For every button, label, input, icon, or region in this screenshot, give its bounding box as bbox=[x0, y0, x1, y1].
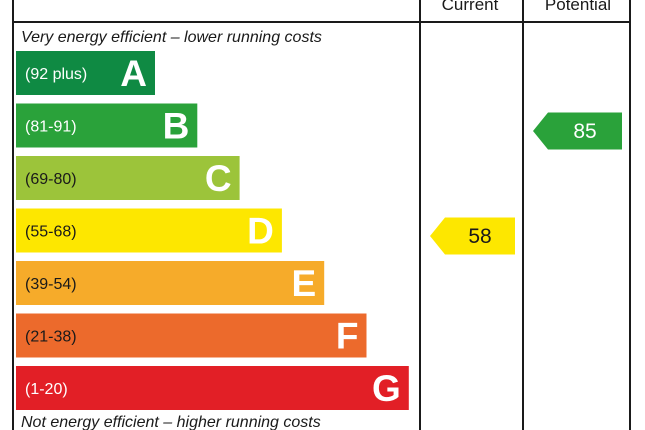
bottom-efficiency-caption: Not energy efficient – higher running co… bbox=[21, 414, 321, 430]
current-rating-indicator: 58 bbox=[430, 217, 515, 255]
band-c-range-label: (69-80) bbox=[25, 171, 77, 188]
band-e: (39-54) E bbox=[16, 261, 325, 305]
current-column-header: Current bbox=[442, 0, 499, 14]
band-c: (69-80) C bbox=[16, 156, 240, 200]
band-c-bar bbox=[16, 156, 240, 200]
band-d-range-label: (55-68) bbox=[25, 224, 77, 241]
band-f: (21-38) F bbox=[16, 313, 367, 358]
band-f-range-label: (21-38) bbox=[25, 329, 77, 346]
band-e-letter: E bbox=[292, 263, 317, 304]
band-f-letter: F bbox=[336, 316, 359, 357]
band-a-range-label: (92 plus) bbox=[25, 66, 87, 83]
band-e-range-label: (39-54) bbox=[25, 276, 77, 293]
potential-rating-value: 85 bbox=[573, 120, 596, 143]
band-d: (55-68) D bbox=[16, 208, 282, 253]
band-a: (92 plus) A bbox=[16, 51, 155, 95]
band-b-range-label: (81-91) bbox=[25, 119, 77, 136]
top-efficiency-caption: Very energy efficient – lower running co… bbox=[21, 29, 322, 46]
band-b-bar bbox=[16, 103, 198, 148]
band-b-letter: B bbox=[163, 106, 190, 147]
potential-rating-indicator: 85 bbox=[533, 112, 622, 150]
band-g-bar bbox=[16, 366, 409, 410]
band-d-bar bbox=[16, 208, 282, 253]
rating-bands: (92 plus) A (81-91) B (69-80) C (55-68) D (39-54… bbox=[16, 51, 409, 410]
band-g-range-label: (1-20) bbox=[25, 381, 68, 398]
band-d-letter: D bbox=[247, 211, 274, 252]
band-a-bar bbox=[16, 51, 155, 95]
potential-column-header: Potential bbox=[545, 0, 611, 14]
band-f-bar bbox=[16, 313, 367, 358]
current-rating-arrow bbox=[430, 217, 515, 255]
band-c-letter: C bbox=[205, 158, 232, 199]
chart-frame bbox=[12, 0, 631, 430]
band-g: (1-20) G bbox=[16, 366, 409, 410]
band-g-letter: G bbox=[372, 368, 401, 409]
band-b: (81-91) B bbox=[16, 103, 198, 148]
band-a-letter: A bbox=[120, 53, 147, 94]
rating-indicators: 58 85 bbox=[430, 112, 622, 255]
current-rating-value: 58 bbox=[468, 225, 491, 248]
band-e-bar bbox=[16, 261, 325, 305]
potential-rating-arrow bbox=[533, 112, 622, 150]
